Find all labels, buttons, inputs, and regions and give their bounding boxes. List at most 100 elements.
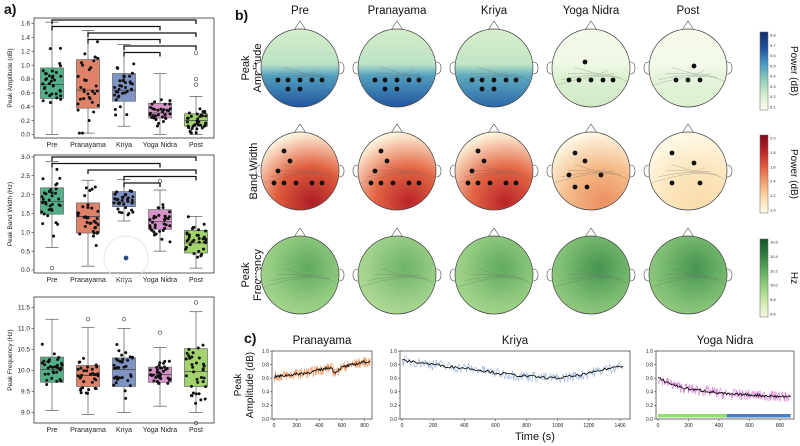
data-point [132, 62, 136, 66]
data-point [125, 113, 129, 117]
data-point [168, 107, 172, 111]
ear [726, 164, 733, 178]
contour-line [464, 276, 524, 282]
data-point [55, 167, 59, 171]
data-point [203, 240, 207, 244]
y-tick-label: 0.8 [21, 76, 30, 83]
data-point [40, 195, 44, 199]
electrode-marker [281, 180, 287, 186]
ear [532, 164, 539, 178]
boxplot-peak-bandwidth-box: 0.0 0.5 1.0 1.5 2.0 2.5 3.0 Peak Band Width (Hz… [7, 154, 215, 284]
x-tick-label: Pre [47, 427, 58, 434]
data-point [54, 221, 58, 225]
data-point [130, 201, 134, 205]
data-point [56, 365, 60, 369]
colorbar-tick: 10.4 [770, 254, 779, 259]
y-tick-label: 0.2 [646, 403, 653, 409]
box-plots: 0.0 0.2 0.4 0.6 0.8 1.0 1.2 1.4 1.6 Peak Amplitud… [7, 17, 215, 434]
data-point [96, 104, 100, 108]
data-point [187, 111, 191, 115]
data-point [94, 225, 98, 229]
data-point [94, 84, 98, 88]
data-point [84, 186, 88, 190]
data-point [158, 361, 162, 365]
data-point [85, 220, 89, 224]
data-point [91, 234, 95, 238]
electrode-marker [669, 150, 675, 156]
topomap-green-yoga-nidra [546, 227, 636, 315]
data-point [158, 229, 162, 233]
data-point [185, 245, 189, 249]
electrode-marker [588, 77, 594, 83]
data-point [157, 363, 161, 367]
electrode-marker [513, 77, 519, 83]
colorbar-tick: 0.1 [770, 105, 776, 110]
data-point [115, 378, 119, 382]
data-point [77, 131, 81, 135]
electrode-marker [319, 77, 325, 83]
data-point [40, 342, 44, 346]
electrode-marker [685, 77, 691, 83]
data-point [197, 240, 201, 244]
data-point [156, 108, 160, 112]
data-point [201, 380, 205, 384]
y-tick-label: 9.5 [21, 389, 30, 396]
electrode-marker [378, 148, 384, 154]
x-tick-label: Yoga Nidra [143, 277, 177, 284]
y-tick-label: 0.2 [390, 403, 397, 409]
data-point [165, 367, 169, 371]
data-point [47, 82, 51, 86]
electrode-marker [465, 180, 471, 186]
electrode-marker [503, 77, 509, 83]
x-tick-label: 800 [776, 423, 785, 429]
data-point [187, 233, 191, 237]
head-map [357, 28, 437, 108]
data-point [42, 87, 46, 91]
y-axis-label: Peak Band Width (Hz) [7, 182, 14, 246]
electrode-marker [475, 148, 481, 154]
data-point [94, 221, 98, 225]
data-point [129, 87, 133, 91]
electrode-marker [275, 168, 281, 174]
nose [584, 227, 598, 238]
contour-line [561, 276, 621, 282]
colorbar-label: Hz [788, 272, 799, 284]
data-point [83, 194, 87, 198]
electrode-marker [691, 63, 697, 69]
data-point [120, 360, 124, 364]
x-tick-label: 200 [292, 423, 301, 429]
data-point [59, 361, 63, 365]
data-point [48, 100, 52, 104]
data-point [113, 107, 117, 111]
data-point [116, 90, 120, 94]
data-point [44, 91, 48, 95]
head-map [260, 28, 340, 108]
data-point [57, 203, 61, 207]
data-point [86, 365, 90, 369]
data-point [93, 92, 97, 96]
data-point [43, 363, 47, 367]
electrode-marker [491, 77, 497, 83]
contour-line [470, 274, 518, 276]
data-point [153, 223, 157, 227]
data-point [157, 121, 161, 125]
x-tick-label: 600 [745, 423, 754, 429]
data-point [90, 380, 94, 384]
y-tick-label: 2.0 [21, 192, 30, 199]
data-point [55, 370, 59, 374]
ear [338, 268, 345, 282]
data-point [86, 92, 90, 96]
y-tick-label: 10.5 [17, 347, 30, 354]
data-point [84, 391, 88, 395]
raw-trace [401, 355, 624, 384]
data-point [200, 113, 204, 117]
ear [643, 268, 650, 282]
data-point [115, 190, 119, 194]
data-point [79, 85, 83, 89]
data-point [116, 197, 120, 201]
data-point [151, 114, 155, 118]
data-point [125, 197, 129, 201]
column-title: Pre [291, 5, 309, 17]
x-tick-label: 200 [429, 423, 438, 429]
data-point [195, 233, 199, 237]
